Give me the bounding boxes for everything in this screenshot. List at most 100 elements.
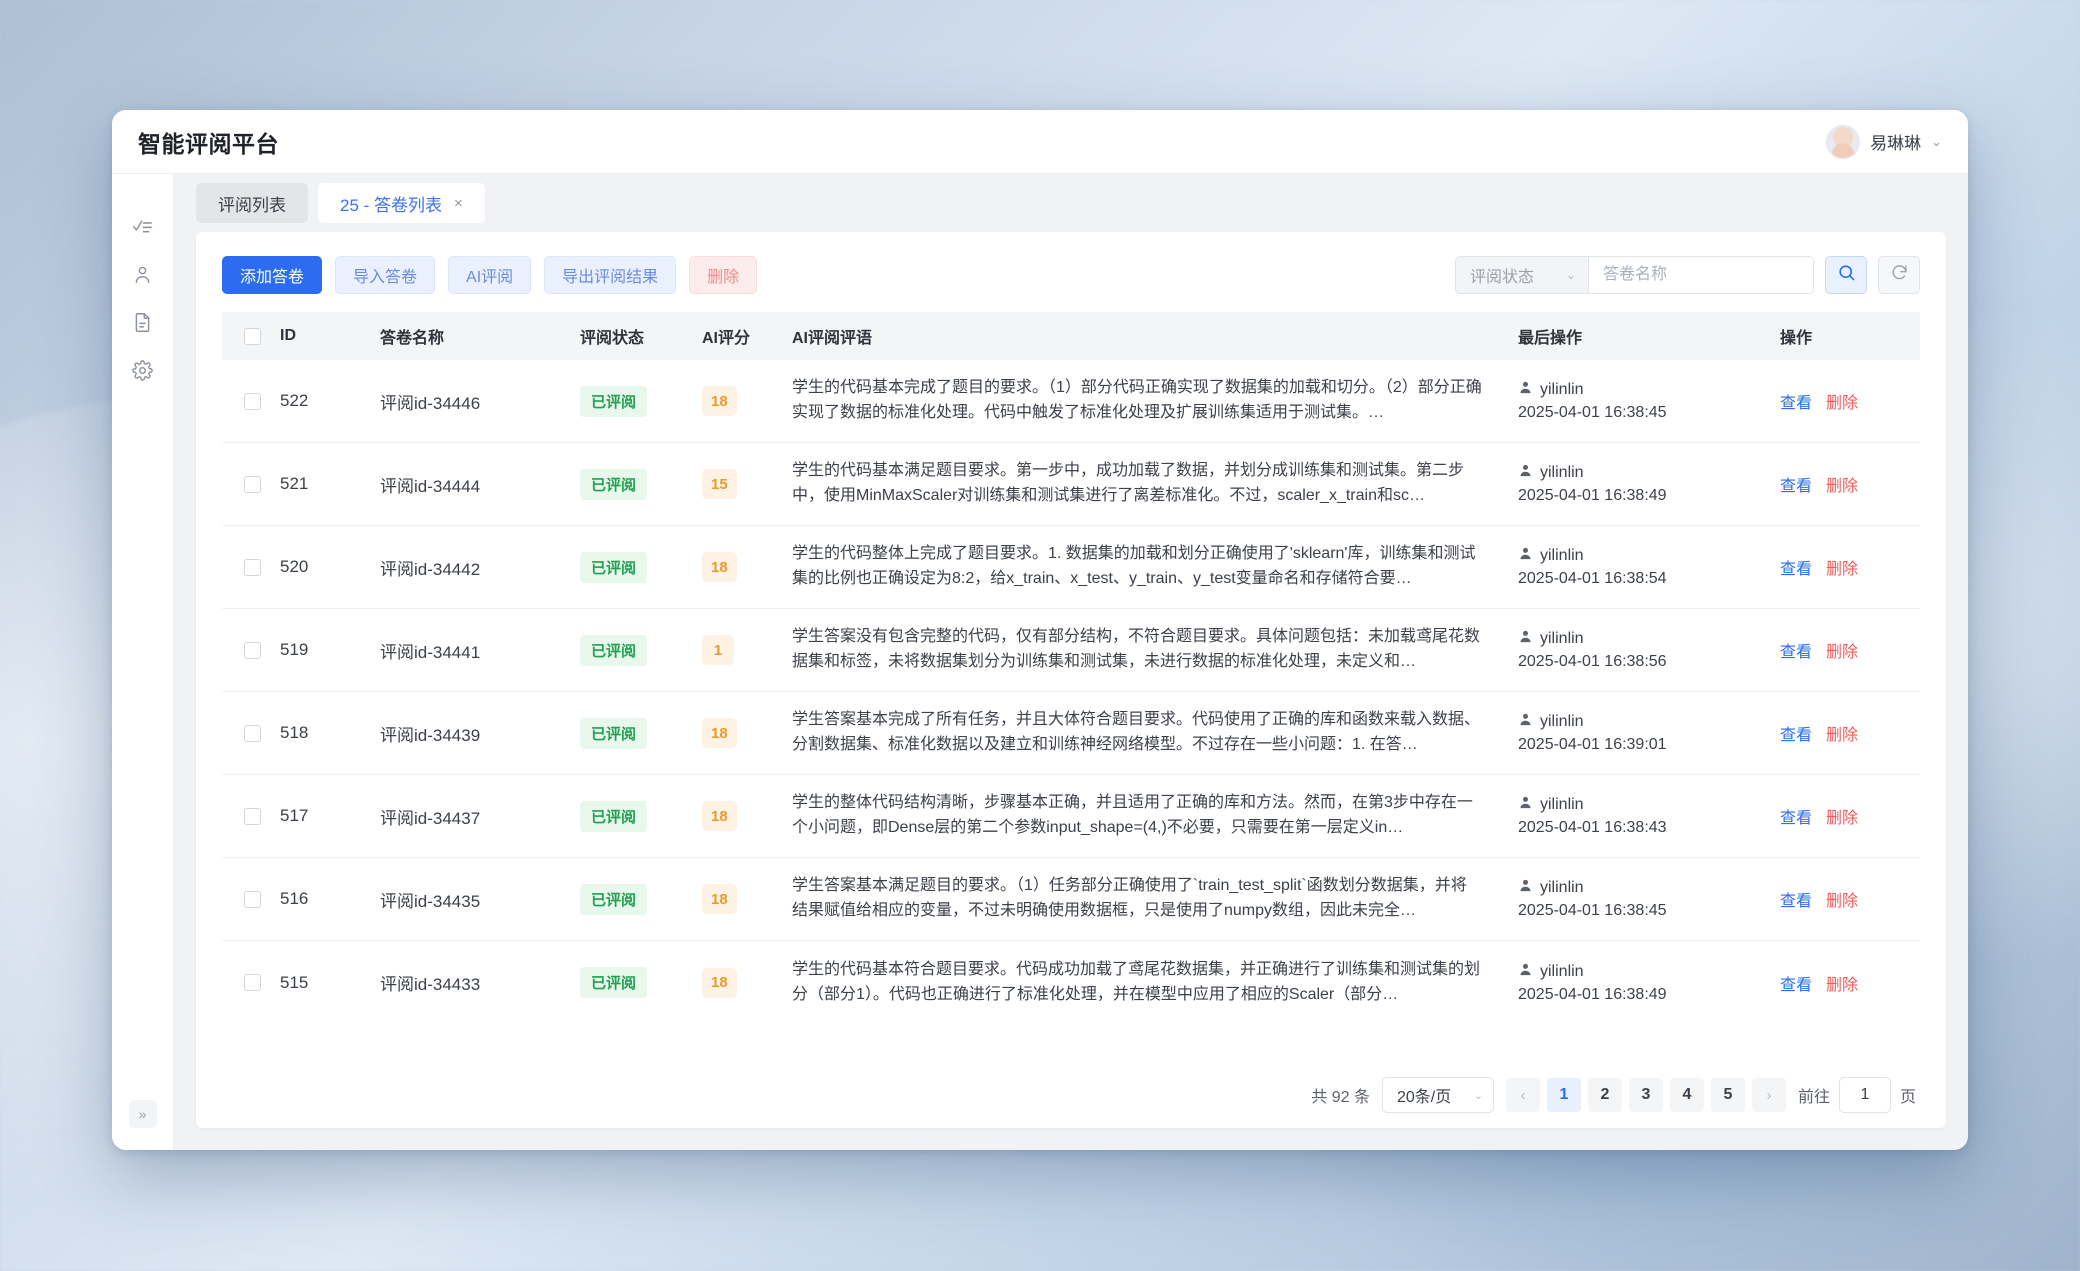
sidebar-item-users[interactable] <box>123 250 163 298</box>
sidebar-item-settings[interactable] <box>123 346 163 394</box>
row-checkbox[interactable] <box>244 475 261 493</box>
view-link[interactable]: 查看 <box>1780 644 1813 661</box>
row-actions: 查看 删除 <box>1780 804 1920 828</box>
operation-time: 2025-04-01 16:38:56 <box>1518 653 1667 670</box>
delete-button[interactable]: 删除 <box>689 256 758 294</box>
sidebar-collapse-button[interactable]: » <box>128 1100 157 1128</box>
cell-actions: 查看 删除 <box>1780 721 1920 745</box>
checklist-icon <box>132 216 153 237</box>
export-results-button[interactable]: 导出评阅结果 <box>544 256 677 294</box>
row-checkbox[interactable] <box>244 641 261 659</box>
search-button[interactable] <box>1825 256 1867 294</box>
status-badge: 已评阅 <box>580 634 648 666</box>
row-checkbox[interactable] <box>244 890 261 908</box>
sidebar-item-documents[interactable] <box>123 298 163 346</box>
answer-name: 评阅id-34435 <box>380 891 481 911</box>
table-row[interactable]: 515 评阅id-34433 已评阅 18 学生的代码基本符合题目要求。代码成功加载了鸢… <box>222 941 1920 1024</box>
row-select-cell <box>222 475 280 493</box>
refresh-icon <box>1890 263 1909 287</box>
answer-name: 评阅id-34433 <box>380 975 481 994</box>
status-badge: 已评阅 <box>580 551 648 583</box>
row-checkbox[interactable] <box>244 558 261 576</box>
row-checkbox[interactable] <box>244 807 261 825</box>
delete-link[interactable]: 删除 <box>1826 561 1859 578</box>
tab-review-list[interactable]: 评阅列表 <box>196 183 308 223</box>
row-select-cell <box>222 807 280 825</box>
page-button-2[interactable]: 2 <box>1587 1078 1622 1112</box>
table-body[interactable]: 522 评阅id-34446 已评阅 18 学生的代码基本完成了题目的要求。（1）部分代… <box>222 360 1920 1062</box>
row-checkbox[interactable] <box>244 974 261 991</box>
row-checkbox[interactable] <box>244 724 261 742</box>
delete-link[interactable]: 删除 <box>1826 810 1859 827</box>
tab-answer-list[interactable]: 25 - 答卷列表 × <box>318 183 485 223</box>
close-icon[interactable]: × <box>454 194 463 212</box>
view-link[interactable]: 查看 <box>1780 561 1813 578</box>
search-input[interactable] <box>1589 257 1813 293</box>
cell-last-operation: yilinlin 2025-04-01 16:38:43 <box>1518 795 1780 837</box>
operation-time: 2025-04-01 16:39:01 <box>1518 736 1667 753</box>
operator-name: yilinlin <box>1540 464 1584 481</box>
page-size-label: 20条/页 <box>1396 1089 1452 1106</box>
ai-comment-text: 学生的代码基本完成了题目的要求。（1）部分代码正确实现了数据集的加载和切分。（2… <box>792 379 1482 421</box>
answer-id: 515 <box>280 972 309 992</box>
sidebar-item-review-list[interactable] <box>123 202 163 250</box>
cell-name: 评阅id-34437 <box>380 804 580 829</box>
jump-page-input[interactable] <box>1838 1077 1891 1113</box>
delete-link[interactable]: 删除 <box>1826 727 1859 744</box>
column-header-id: ID <box>280 327 296 344</box>
delete-link[interactable]: 删除 <box>1826 478 1859 495</box>
page-button-3[interactable]: 3 <box>1628 1078 1663 1112</box>
status-filter-select[interactable]: 评阅状态 ⌄ <box>1456 257 1589 293</box>
table-row[interactable]: 519 评阅id-34441 已评阅 1 学生答案没有包含完整的代码，仅有部分结构，不符… <box>222 609 1920 692</box>
table-row[interactable]: 522 评阅id-34446 已评阅 18 学生的代码基本完成了题目的要求。（1）部分代… <box>222 360 1920 443</box>
page-button-5[interactable]: 5 <box>1710 1078 1745 1112</box>
status-filter-label: 评阅状态 <box>1470 269 1535 286</box>
cell-comment: 学生答案基本满足题目的要求。（1）任务部分正确使用了`train_test_sp… <box>792 874 1518 924</box>
tab-label: 评阅列表 <box>218 195 286 215</box>
next-page-button[interactable]: › <box>1751 1078 1786 1112</box>
cell-name: 评阅id-34433 <box>380 970 580 995</box>
page-button-4[interactable]: 4 <box>1669 1078 1704 1112</box>
status-badge: 已评阅 <box>580 385 648 417</box>
status-badge: 已评阅 <box>580 717 648 749</box>
content-card: 添加答卷 导入答卷 AI评阅 导出评阅结果 删除 评阅状态 ⌄ <box>196 232 1946 1128</box>
view-link[interactable]: 查看 <box>1780 478 1813 495</box>
table-row[interactable]: 520 评阅id-34442 已评阅 18 学生的代码整体上完成了题目要求。1. 数据集… <box>222 526 1920 609</box>
refresh-button[interactable] <box>1878 256 1920 294</box>
view-link[interactable]: 查看 <box>1780 976 1813 994</box>
column-header-comment: AI评阅评语 <box>792 330 873 347</box>
row-checkbox[interactable] <box>244 392 261 410</box>
answer-id: 521 <box>280 474 309 493</box>
view-link[interactable]: 查看 <box>1780 395 1813 412</box>
delete-link[interactable]: 删除 <box>1826 644 1859 661</box>
delete-link[interactable]: 删除 <box>1826 395 1859 412</box>
app-title: 智能评阅平台 <box>138 130 279 157</box>
table-row[interactable]: 518 评阅id-34439 已评阅 18 学生答案基本完成了所有任务，并且大体符合题目… <box>222 692 1920 775</box>
table-row[interactable]: 516 评阅id-34435 已评阅 18 学生答案基本满足题目的要求。（1）任务部分正… <box>222 858 1920 941</box>
add-answer-button[interactable]: 添加答卷 <box>222 256 323 294</box>
view-link[interactable]: 查看 <box>1780 727 1813 744</box>
score-badge: 18 <box>702 718 737 748</box>
user-icon <box>132 264 153 285</box>
ai-review-button[interactable]: AI评阅 <box>448 256 532 294</box>
table-row[interactable]: 521 评阅id-34444 已评阅 15 学生的代码基本满足题目要求。第一步中，成功加… <box>222 443 1920 526</box>
cell-status: 已评阅 <box>580 883 702 915</box>
page-button-1[interactable]: 1 <box>1546 1078 1581 1112</box>
app-window: 智能评阅平台 易琳琳 ⌄ <box>112 110 1968 1150</box>
view-link[interactable]: 查看 <box>1780 810 1813 827</box>
delete-link[interactable]: 删除 <box>1826 893 1859 910</box>
select-all-checkbox[interactable] <box>244 327 261 345</box>
page-size-select[interactable]: 20条/页 ⌄ <box>1381 1077 1494 1113</box>
user-menu[interactable]: 易琳琳 ⌄ <box>1826 124 1942 159</box>
import-answer-button[interactable]: 导入答卷 <box>335 256 436 294</box>
table-row[interactable]: 517 评阅id-34437 已评阅 18 学生的整体代码结构清晰，步骤基本正确，并且适… <box>222 775 1920 858</box>
cell-comment: 学生的整体代码结构清晰，步骤基本正确，并且适用了正确的库和方法。然而，在第3步中… <box>792 791 1518 841</box>
operator-row: yilinlin <box>1518 380 1780 400</box>
prev-page-button[interactable]: ‹ <box>1505 1078 1540 1112</box>
user-name: 易琳琳 <box>1870 134 1922 153</box>
operation-time: 2025-04-01 16:38:45 <box>1518 902 1667 919</box>
delete-link[interactable]: 删除 <box>1826 976 1859 994</box>
table-header-row: ID 答卷名称 评阅状态 AI评分 AI评阅评语 最后操作 操作 <box>222 312 1920 360</box>
view-link[interactable]: 查看 <box>1780 893 1813 910</box>
cell-comment: 学生的代码基本符合题目要求。代码成功加载了鸢尾花数据集，并正确进行了训练集和测试… <box>792 958 1518 1008</box>
